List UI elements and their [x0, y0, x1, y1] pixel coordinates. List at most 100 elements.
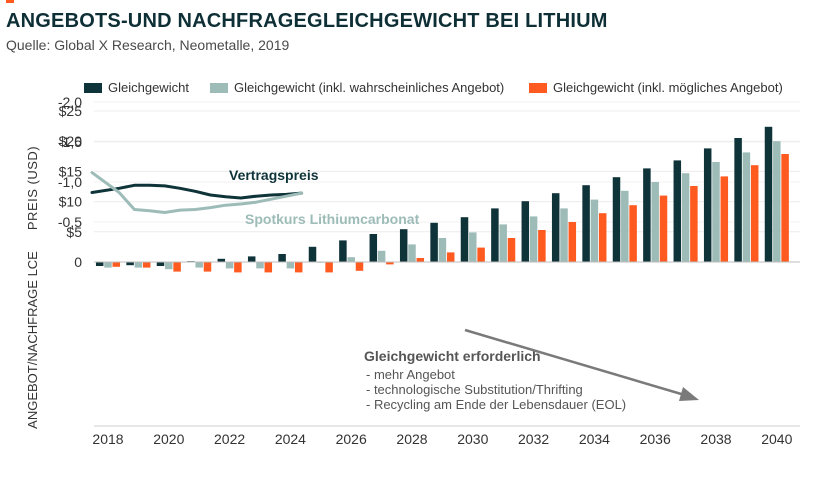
- annotation-arrow-head: [679, 387, 699, 401]
- price-line: [90, 183, 304, 200]
- y-tick-label: $15: [59, 163, 83, 179]
- bar: [264, 262, 273, 273]
- y-tick-label: -1,5: [58, 134, 82, 150]
- x-tick-label: 2036: [640, 431, 671, 447]
- y-tick-label: $5: [66, 224, 82, 240]
- bar: [225, 262, 234, 269]
- bar: [142, 262, 151, 268]
- bar: [408, 244, 416, 262]
- bar: [278, 254, 286, 262]
- bar: [165, 262, 173, 270]
- title-accent-bar: [6, 0, 14, 3]
- y-tick-label: 0: [74, 254, 82, 270]
- legend-swatch: [84, 83, 102, 93]
- bar: [134, 262, 143, 268]
- bar: [217, 258, 226, 262]
- bar: [681, 173, 690, 262]
- x-tick-label: 2022: [214, 431, 245, 447]
- bar: [286, 262, 295, 269]
- axis-layer: $25 $20 $15 $10 $5 0 -0,5 -1,0 -1,5 -2,0 2018 2020 2…: [25, 94, 800, 447]
- legend-label: Gleichgewicht (inkl. mögliches Angebot): [553, 80, 783, 95]
- bar: [469, 232, 477, 262]
- bar: [764, 126, 773, 262]
- bar: [430, 222, 438, 262]
- x-tick-label: 2034: [579, 431, 610, 447]
- bar: [399, 229, 408, 262]
- bar: [491, 208, 499, 262]
- bar: [507, 238, 516, 262]
- y-tick-label: -2,0: [58, 94, 82, 110]
- legend-swatch: [210, 83, 228, 93]
- x-tick-label: 2030: [457, 431, 488, 447]
- bar: [173, 262, 181, 272]
- y-tick-label: -1,0: [58, 174, 82, 190]
- price-line: [90, 171, 304, 214]
- bar: [560, 208, 568, 262]
- bar: [386, 262, 394, 265]
- chart-title: ANGEBOTS-UND NACHFRAGEGLEICHGEWICHT BEI …: [6, 10, 608, 32]
- bar: [598, 213, 607, 262]
- annotation-line: - Recycling am Ende der Lebensdauer (EOL…: [366, 397, 626, 412]
- bar: [521, 201, 530, 262]
- bar: [643, 168, 651, 262]
- annotation-arrow-shaft: [464, 328, 689, 398]
- bar: [477, 247, 485, 262]
- bar: [538, 230, 546, 262]
- bar: [203, 262, 212, 272]
- bar: [247, 256, 256, 262]
- x-tick-label: 2040: [761, 431, 792, 447]
- bar: [446, 252, 455, 262]
- bar: [234, 262, 242, 273]
- bar: [712, 162, 720, 262]
- bottom-axis-title: ANGEBOT/NACHFRAGE LCE: [25, 251, 40, 429]
- legend-label: Gleichgewicht (inkl. wahrscheinliches An…: [234, 80, 504, 95]
- x-tick-label: 2028: [396, 431, 427, 447]
- bar: [308, 246, 317, 262]
- bar: [690, 186, 698, 262]
- line-label-contract: Vertragspreis: [229, 167, 319, 183]
- bar: [734, 138, 742, 262]
- bar: [347, 257, 355, 262]
- chart-source: Quelle: Global X Research, Neometalle, 2…: [6, 37, 290, 53]
- bar: [325, 262, 333, 273]
- bar: [256, 262, 264, 269]
- x-tick-label: 2038: [700, 431, 731, 447]
- annotation-line: - mehr Angebot: [366, 367, 455, 382]
- price-line-layer: Vertragspreis Spotkurs Lithiumcarbonat: [90, 167, 420, 227]
- bar: [195, 262, 203, 268]
- legend-label: Gleichgewicht: [108, 80, 189, 95]
- annotation-heading: Gleichgewicht erforderlich: [364, 348, 541, 364]
- x-tick-label: 2020: [153, 431, 184, 447]
- bar: [781, 154, 789, 262]
- bar: [499, 224, 507, 262]
- x-tick-label: 2026: [336, 431, 367, 447]
- bar: [582, 185, 590, 262]
- line-label-spot: Spotkurs Lithiumcarbonat: [245, 211, 420, 227]
- bar: [773, 141, 781, 262]
- bar: [659, 195, 668, 262]
- legend-swatch: [529, 83, 547, 93]
- y-tick-label: $20: [59, 133, 83, 149]
- annotation-line: - technologische Substitution/Thrifting: [366, 382, 583, 397]
- bar: [720, 176, 729, 262]
- bar: [369, 234, 378, 262]
- bar: [416, 258, 425, 262]
- bar-layer: [95, 126, 789, 273]
- bar: [104, 262, 112, 268]
- y-tick-label: $25: [59, 103, 83, 119]
- top-axis-title: PREIS (USD): [25, 146, 40, 230]
- bar: [629, 205, 637, 262]
- bar: [621, 190, 629, 262]
- bar: [703, 148, 712, 262]
- bar: [339, 240, 347, 262]
- bar: [750, 165, 759, 262]
- bar: [568, 222, 577, 262]
- bar: [742, 152, 751, 262]
- bar: [673, 160, 682, 262]
- bar: [126, 262, 134, 266]
- x-tick-label: 2032: [518, 431, 549, 447]
- x-tick-label: 2024: [275, 431, 306, 447]
- bar: [112, 262, 121, 267]
- bar: [294, 262, 303, 273]
- x-tick-label: 2018: [92, 431, 123, 447]
